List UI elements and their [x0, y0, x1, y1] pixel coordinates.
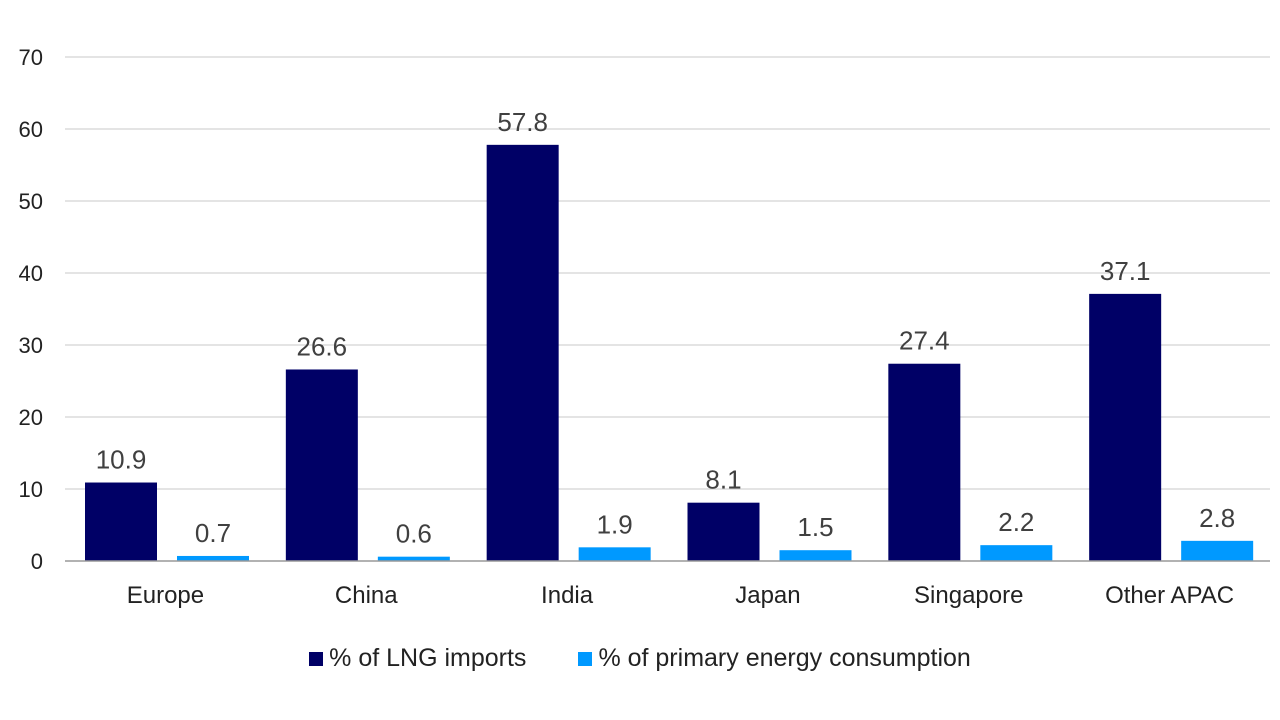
legend-item-lng-imports: % of LNG imports: [309, 644, 526, 673]
x-tick-label: China: [335, 582, 398, 609]
x-tick-label: India: [541, 582, 594, 609]
bar: [578, 547, 651, 561]
data-label: 8.1: [705, 465, 741, 495]
y-tick-label: 10: [19, 477, 43, 502]
y-tick-label: 0: [31, 549, 43, 574]
y-tick-label: 40: [19, 261, 43, 286]
bar: [285, 369, 358, 561]
bar-chart: 0 10 20 30 40 50 60 70 10.9 0.7 Europe 26.6 0.6 China…: [19, 45, 1270, 609]
y-tick-label: 50: [19, 189, 43, 214]
data-label: 0.7: [195, 518, 231, 548]
x-tick-label: Other APAC: [1105, 582, 1234, 609]
legend-item-primary-energy: % of primary energy consumption: [578, 644, 971, 673]
data-label: 57.8: [497, 107, 548, 137]
x-tick-label: Japan: [735, 582, 800, 609]
bar: [85, 482, 157, 561]
data-label: 27.4: [899, 326, 950, 356]
bar: [1089, 293, 1162, 561]
x-tick-label: Singapore: [914, 582, 1023, 609]
y-tick-label: 30: [19, 333, 43, 358]
legend-label-primary-energy: % of primary energy consumption: [598, 644, 971, 672]
data-label: 37.1: [1100, 256, 1151, 286]
data-label: 26.6: [297, 331, 348, 361]
legend-swatch-lng-imports: [309, 651, 324, 666]
bar: [980, 545, 1053, 561]
x-tick-label: Europe: [127, 582, 204, 609]
legend-swatch-primary-energy: [578, 651, 593, 666]
data-label: 2.8: [1199, 503, 1235, 533]
bar: [888, 363, 961, 561]
bar: [377, 556, 450, 561]
data-label: 0.6: [396, 519, 432, 549]
data-label: 1.9: [597, 509, 633, 539]
data-label: 10.9: [96, 445, 147, 475]
y-tick-label: 70: [19, 45, 43, 70]
bar: [1181, 540, 1254, 561]
y-tick-label: 20: [19, 405, 43, 430]
data-label: 1.5: [797, 512, 833, 542]
bar: [779, 550, 852, 561]
y-tick-label: 60: [19, 117, 43, 142]
data-label: 2.2: [998, 507, 1034, 537]
bar: [486, 144, 559, 561]
legend: % of LNG imports % of primary energy con…: [0, 644, 1280, 673]
legend-label-lng-imports: % of LNG imports: [329, 644, 527, 672]
bar: [177, 555, 249, 561]
bar: [687, 502, 760, 561]
